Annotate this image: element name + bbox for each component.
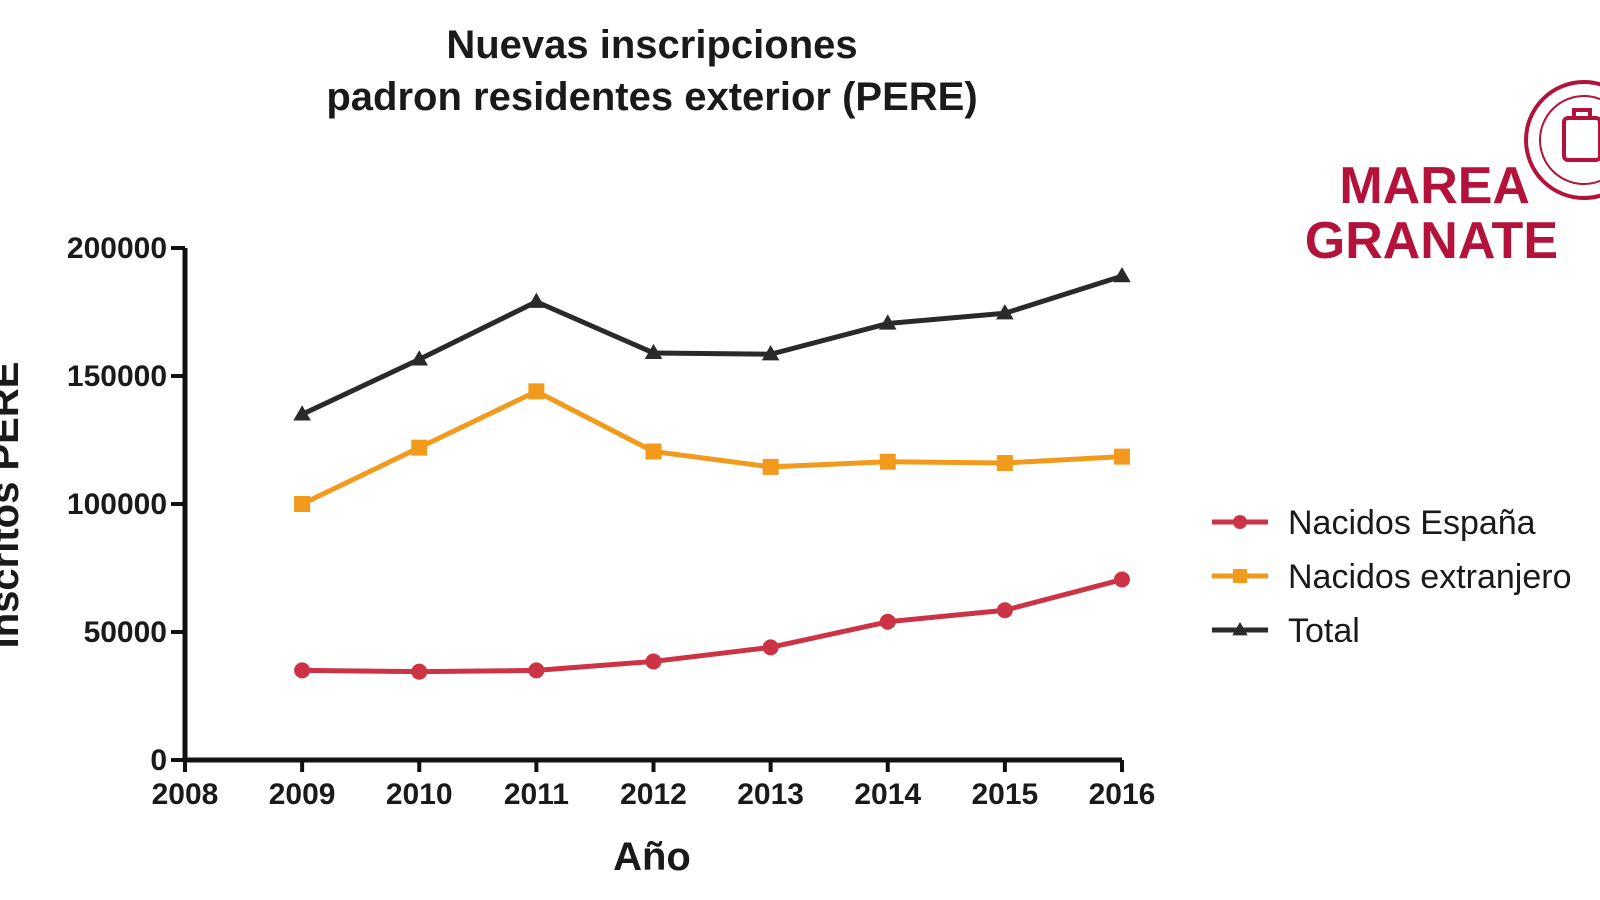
data-point bbox=[762, 639, 779, 656]
legend-label: Nacidos España bbox=[1288, 504, 1536, 542]
data-point bbox=[996, 304, 1014, 320]
series-line bbox=[302, 577, 1123, 675]
x-tick-label: 2015 bbox=[972, 778, 1039, 811]
chart-title-line-1: Nuevas inscripciones bbox=[446, 23, 857, 67]
data-point bbox=[411, 663, 428, 680]
data-point bbox=[528, 383, 545, 400]
x-axis-ticks: 2008 2009 2010 2011 2012 2013 2014 2015 2016 bbox=[152, 760, 1156, 811]
data-point bbox=[410, 350, 429, 366]
data-point bbox=[878, 314, 897, 330]
x-tick-label: 2010 bbox=[386, 778, 453, 811]
data-point bbox=[1113, 267, 1131, 283]
legend: Nacidos España Nacidos extranjero Total bbox=[1212, 504, 1571, 650]
data-point bbox=[761, 345, 780, 361]
x-tick-label: 2014 bbox=[854, 778, 921, 811]
y-axis-ticks: 0 50000 100000 150000 200000 bbox=[67, 232, 185, 777]
marea-granate-logo: MAREA GRANATE bbox=[1305, 80, 1600, 270]
legend-label: Nacidos extranjero bbox=[1288, 558, 1571, 596]
series-layer bbox=[293, 267, 1131, 680]
logo-text-line-1: MAREA bbox=[1339, 157, 1530, 215]
axes bbox=[182, 248, 1122, 763]
legend-swatch-marker bbox=[1233, 515, 1247, 529]
data-point bbox=[645, 443, 662, 460]
data-point bbox=[411, 439, 428, 456]
y-axis-title: Inscritos PERE bbox=[0, 362, 27, 649]
y-tick-label: 100000 bbox=[67, 488, 167, 521]
data-point bbox=[294, 496, 311, 512]
data-point bbox=[996, 455, 1013, 472]
data-point bbox=[1114, 448, 1130, 465]
legend-label: Total bbox=[1288, 612, 1360, 650]
x-tick-label: 2016 bbox=[1089, 778, 1156, 811]
series-nacidos-extranjero bbox=[294, 383, 1130, 512]
series-line bbox=[301, 273, 1123, 417]
data-point bbox=[644, 343, 663, 360]
series-total bbox=[293, 267, 1131, 421]
data-point bbox=[1114, 571, 1130, 588]
series-line bbox=[301, 388, 1123, 507]
data-point bbox=[293, 405, 311, 421]
x-tick-label: 2008 bbox=[152, 778, 219, 811]
legend-swatch-marker bbox=[1233, 569, 1247, 583]
chart-title-line-2: padron residentes exterior (PERE) bbox=[326, 75, 977, 119]
data-point bbox=[879, 453, 896, 470]
legend-item: Nacidos extranjero bbox=[1212, 558, 1571, 596]
y-tick-label: 50000 bbox=[84, 616, 167, 649]
logo-seal-icon bbox=[1524, 80, 1600, 200]
x-tick-label: 2013 bbox=[737, 778, 804, 811]
y-tick-label: 200000 bbox=[67, 232, 167, 265]
data-point bbox=[762, 458, 779, 475]
legend-item: Nacidos España bbox=[1212, 504, 1536, 542]
data-point bbox=[879, 613, 896, 630]
data-point bbox=[645, 653, 662, 670]
series-nacidos-espana bbox=[294, 571, 1130, 680]
x-tick-label: 2012 bbox=[620, 778, 687, 811]
legend-swatch-marker bbox=[1232, 622, 1248, 636]
data-point bbox=[996, 602, 1013, 619]
x-tick-label: 2009 bbox=[269, 778, 336, 811]
legend-item: Total bbox=[1212, 612, 1360, 650]
data-point bbox=[527, 292, 546, 308]
data-point bbox=[528, 662, 545, 679]
y-tick-label: 150000 bbox=[67, 360, 167, 393]
y-tick-label: 0 bbox=[150, 744, 167, 777]
x-axis-title: Año bbox=[613, 835, 691, 879]
data-point bbox=[294, 662, 311, 679]
logo-text-line-2: GRANATE bbox=[1305, 212, 1558, 270]
x-tick-label: 2011 bbox=[504, 778, 569, 811]
